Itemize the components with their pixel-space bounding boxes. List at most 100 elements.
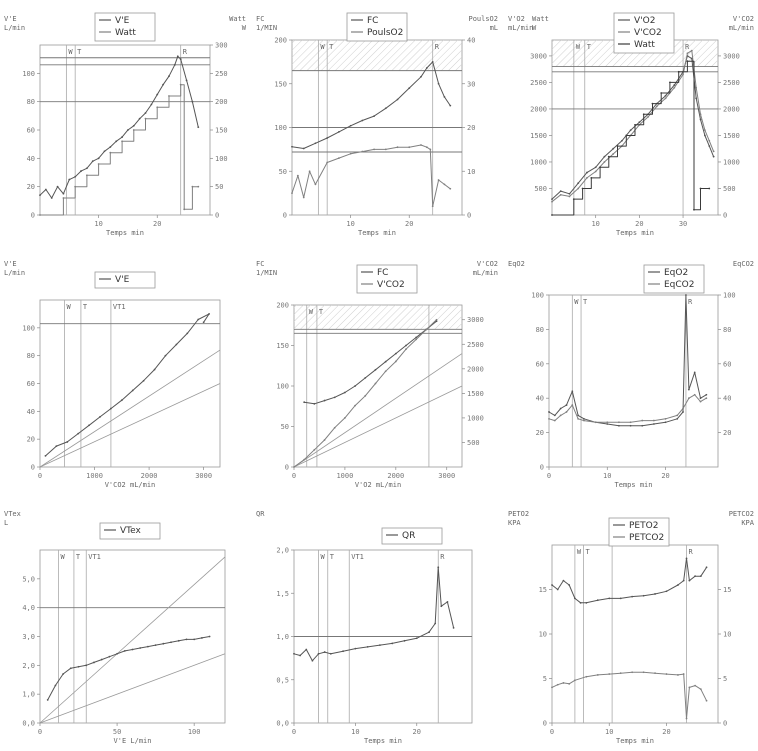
data-point (562, 682, 565, 684)
data-point (425, 146, 428, 149)
data-point (556, 683, 559, 686)
data-point (144, 112, 147, 114)
phase-marker-label: T (319, 308, 324, 316)
legend-entry: EqO2 (664, 268, 688, 278)
data-point (556, 588, 559, 591)
data-point (619, 597, 622, 600)
data-point (548, 411, 550, 413)
data-point (437, 179, 440, 181)
xtick-label: 0 (38, 728, 42, 736)
x-axis-label: Temps min (364, 737, 402, 745)
data-point (323, 651, 326, 653)
xtick-label: 20 (153, 220, 161, 228)
data-point (176, 55, 179, 58)
ytick-label: 2500 (530, 79, 547, 87)
xtick-label: 10 (94, 220, 102, 228)
phase-marker-label: W (309, 308, 314, 316)
data-point (308, 170, 311, 173)
ytick-label: 5 (543, 675, 547, 683)
ytick-label: 0 (31, 464, 35, 472)
ytick-label: 500 (534, 185, 547, 193)
data-point (344, 391, 346, 394)
data-point (452, 626, 455, 629)
data-point (179, 58, 182, 61)
x-axis-label: Temps min (615, 481, 653, 489)
data-point (85, 167, 88, 170)
data-point (599, 166, 601, 169)
legend-entry: V'E (115, 275, 130, 285)
ytick-right-label: 40 (723, 395, 731, 403)
series-line-fc (291, 61, 451, 149)
data-point (144, 117, 147, 120)
y-right-axis-unit: mL/min (729, 24, 754, 32)
data-point (590, 176, 593, 179)
ytick-right-label: 0 (723, 212, 727, 220)
x-axis-label: V'E L/min (114, 737, 152, 745)
ytick-label: 40 (27, 408, 35, 416)
ytick-label: 15 (539, 586, 547, 594)
data-point (208, 313, 210, 315)
legend-entry: V'E (115, 16, 130, 26)
xtick-label: 20 (661, 472, 669, 480)
phase-marker-label: W (68, 48, 73, 56)
legend-entry: EqCO2 (664, 280, 695, 290)
data-point (333, 396, 336, 399)
data-point (571, 404, 574, 406)
data-point (705, 699, 708, 702)
data-point (97, 157, 100, 160)
data-point (132, 124, 135, 127)
ytick-right-label: 40 (467, 37, 475, 45)
legend-entry: V'CO2 (377, 280, 405, 290)
phase-marker-label: VT1 (113, 303, 126, 311)
ytick-right-label: 2500 (467, 341, 484, 349)
ytick-right-label: 1500 (467, 390, 484, 398)
data-point (699, 400, 702, 403)
slope-reference-line (39, 653, 226, 724)
ytick-label: 0 (285, 464, 289, 472)
data-point (420, 144, 422, 146)
series-line-poulso2 (291, 144, 451, 207)
data-point (677, 584, 679, 586)
data-point (384, 148, 387, 151)
data-point (202, 321, 205, 324)
data-point (664, 421, 667, 424)
series-line-qr (293, 566, 455, 662)
data-point (374, 382, 377, 385)
data-point (333, 426, 336, 429)
data-point (699, 575, 702, 578)
legend: EqO2 EqCO2 (643, 264, 705, 294)
data-point (594, 170, 597, 173)
data-point (405, 344, 407, 347)
data-point (443, 183, 446, 186)
y-axis-label: V'O2 (508, 15, 525, 23)
data-point (425, 67, 428, 69)
data-point (665, 590, 668, 593)
data-point (686, 60, 689, 63)
data-point (686, 52, 689, 55)
data-point (185, 638, 188, 641)
data-point (687, 388, 690, 391)
data-point (642, 594, 645, 597)
y-axis-label: QR (256, 510, 265, 518)
data-point (699, 397, 702, 400)
x-axis-label: V'O2 mL/min (355, 481, 401, 489)
data-point (425, 328, 428, 331)
legend-entry: VTex (120, 526, 142, 536)
data-point (705, 566, 708, 569)
data-point (142, 379, 145, 382)
data-point (110, 407, 112, 410)
data-point (50, 197, 53, 199)
data-point (449, 104, 452, 107)
data-point (654, 593, 656, 595)
data-point (655, 105, 658, 108)
ytick-right-label: 0 (467, 212, 471, 220)
ytick-right-label: 10 (723, 631, 731, 639)
data-point (88, 424, 90, 427)
ytick-label: 1,0 (276, 633, 289, 641)
data-point (168, 95, 170, 97)
data-point (553, 419, 556, 422)
data-point (354, 385, 356, 387)
y-axis-unit: mL/min (508, 24, 533, 32)
data-point (612, 147, 615, 150)
